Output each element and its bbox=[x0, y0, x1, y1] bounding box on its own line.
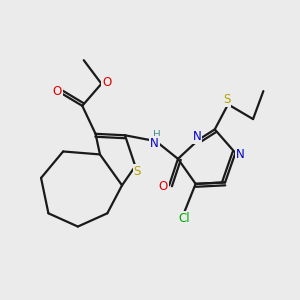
Text: N: N bbox=[236, 148, 245, 161]
Text: N: N bbox=[150, 137, 159, 150]
Text: N: N bbox=[193, 130, 202, 143]
Text: O: O bbox=[102, 76, 111, 89]
Text: O: O bbox=[159, 180, 168, 193]
Text: S: S bbox=[223, 93, 230, 106]
Text: H: H bbox=[153, 130, 160, 140]
Text: O: O bbox=[52, 85, 62, 98]
Text: Cl: Cl bbox=[178, 212, 190, 225]
Text: S: S bbox=[134, 165, 141, 178]
